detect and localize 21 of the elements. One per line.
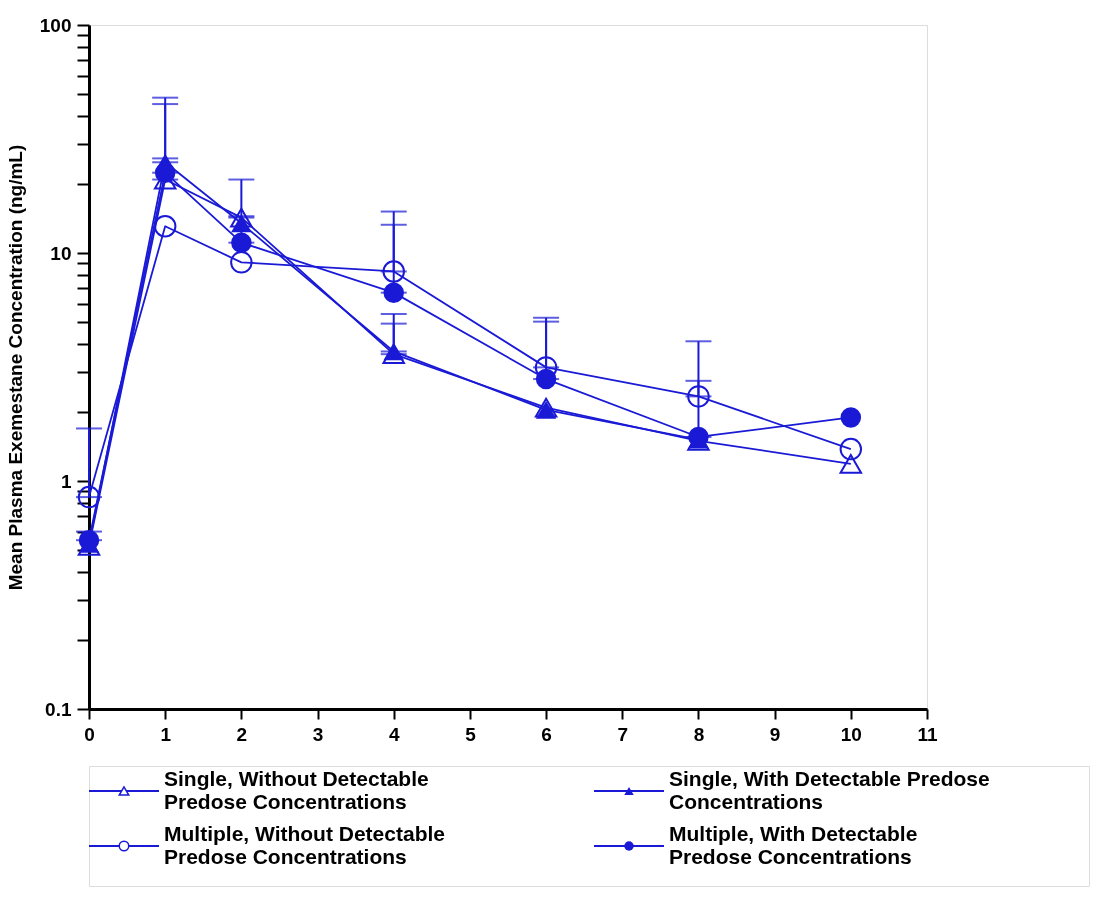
x-tick-label: 7: [617, 723, 629, 745]
x-tick-label: 0: [84, 723, 95, 745]
y-tick-label: 1: [60, 470, 72, 492]
x-tick-label: 5: [465, 723, 477, 745]
y-tick-label: 10: [50, 242, 72, 264]
x-tick-label: 6: [541, 723, 552, 745]
x-tick-label: 11: [917, 723, 938, 745]
y-axis-title: Mean Plasma Exemestane Concentration (ng/mL): [4, 144, 26, 591]
legend-label: Single, Without Detectable Predose Concentrations: [164, 767, 429, 813]
x-tick-label: 1: [160, 723, 172, 745]
y-tick-label: 100: [39, 14, 72, 36]
x-tick-label: 3: [312, 723, 324, 745]
legend-label: Multiple, Without Detectable Predose Concentrations: [164, 822, 445, 868]
x-tick-label: 2: [236, 723, 248, 745]
legend-label: Single, With Detectable Predose Concentrations: [669, 767, 990, 813]
x-tick-label: 9: [769, 723, 781, 745]
y-tick-label: 0.1: [45, 698, 72, 720]
x-tick-label: 10: [840, 723, 862, 745]
legend-label: Multiple, With Detectable Predose Concentrations: [669, 822, 918, 868]
x-tick-label: 4: [388, 723, 400, 745]
x-tick-label: 8: [693, 723, 705, 745]
